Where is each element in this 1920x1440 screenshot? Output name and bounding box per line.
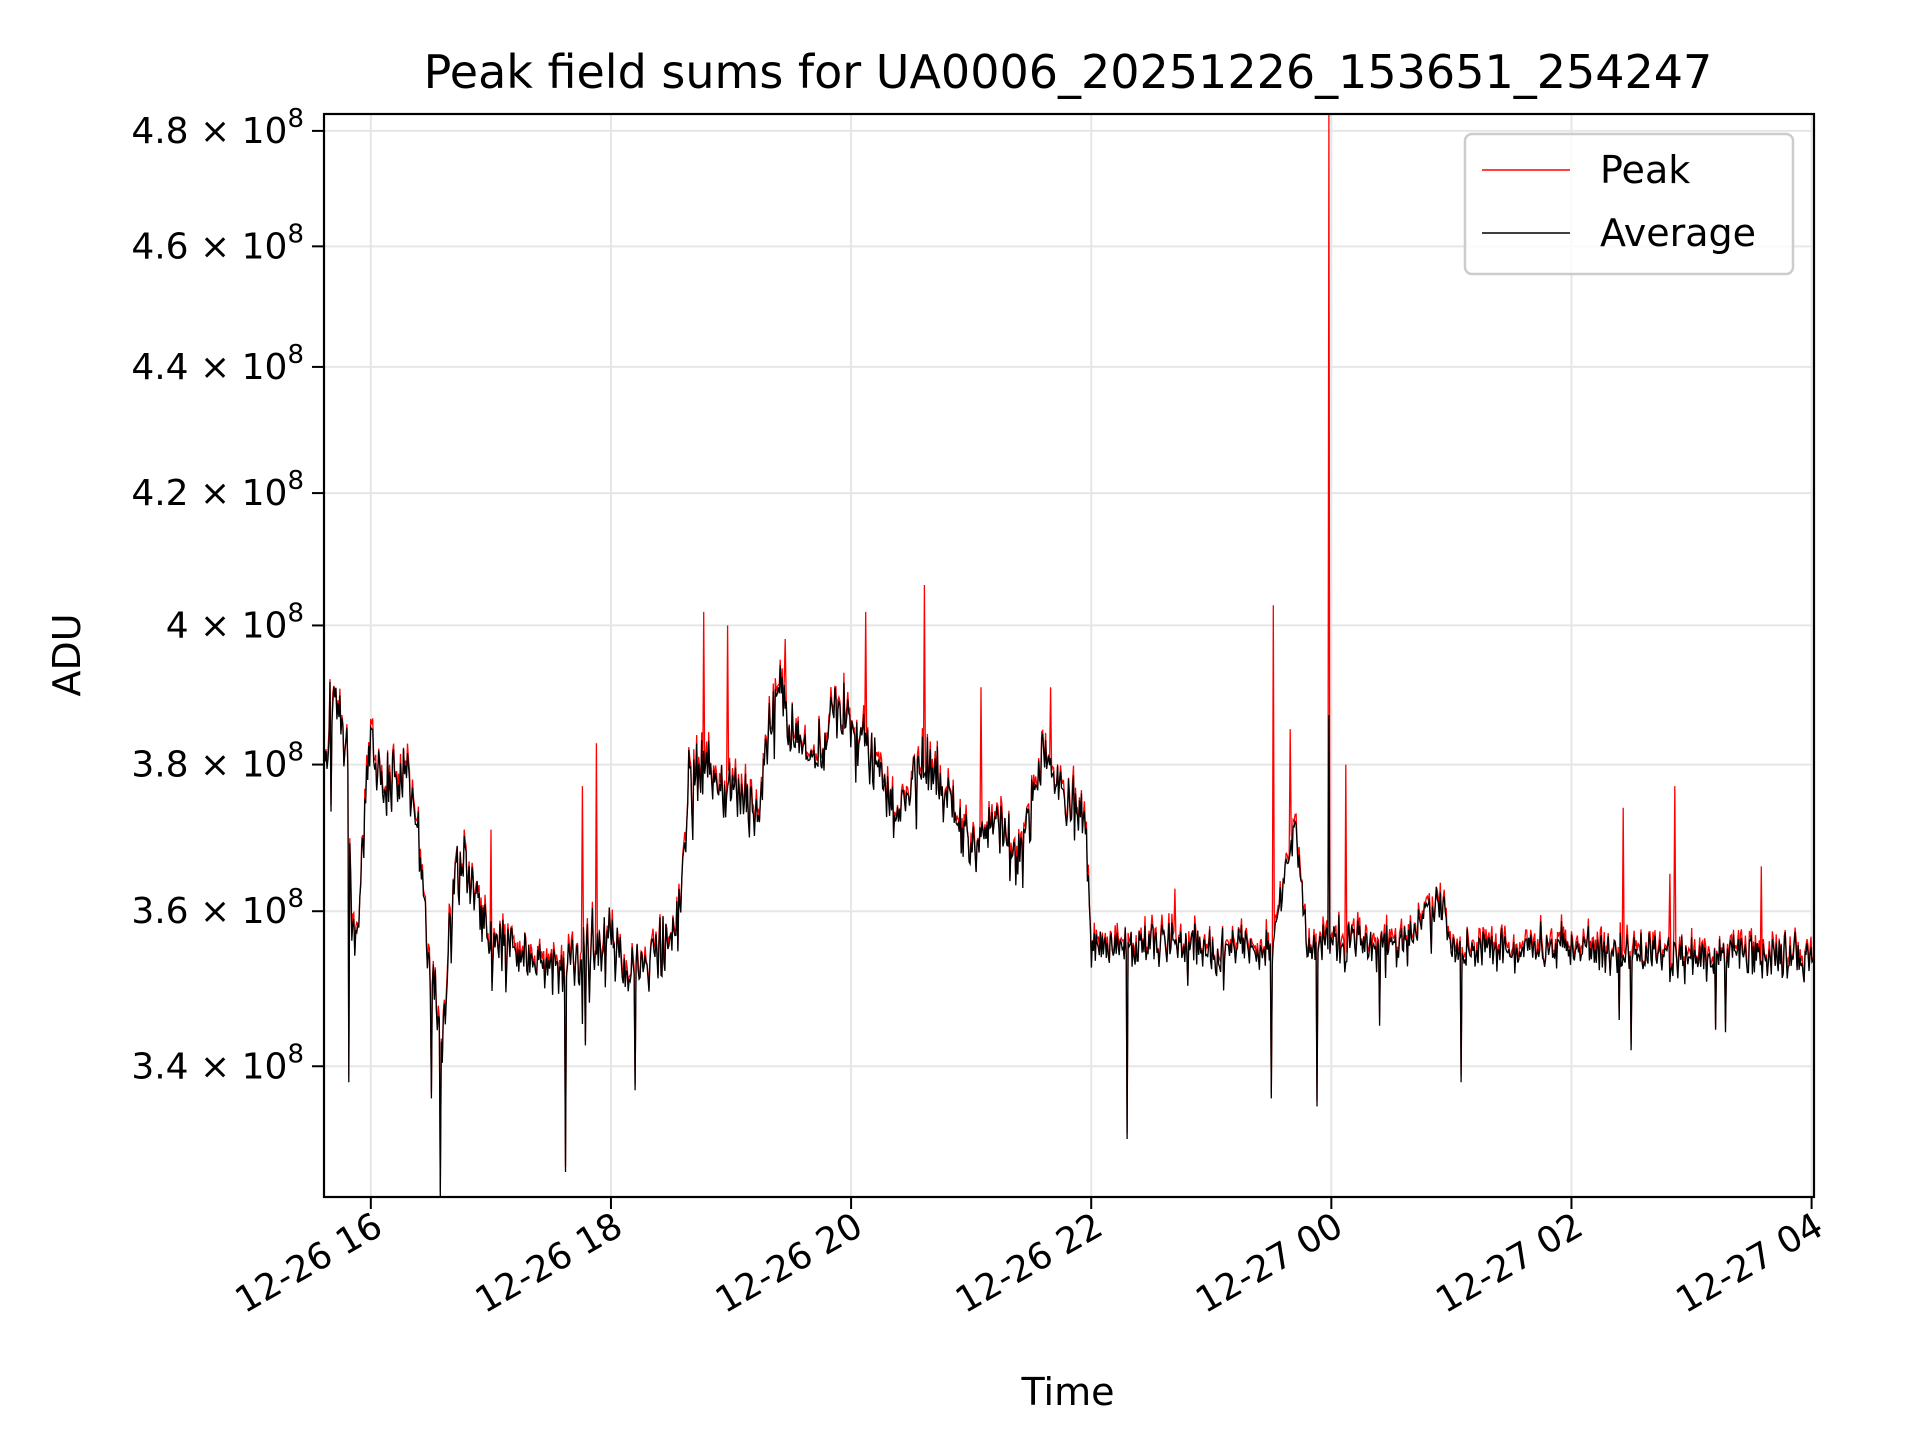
y-tick-label: 3.8 × 108 [131, 738, 304, 786]
y-tick-label: 4.2 × 108 [131, 466, 304, 514]
plot-frame [322, 112, 1816, 1199]
y-tick-label: 4.6 × 108 [131, 219, 304, 267]
y-tick-label: 4 × 108 [166, 598, 304, 646]
chart-title: Peak field sums for UA0006_20251226_1536… [424, 45, 1713, 99]
y-tick-label: 4.4 × 108 [131, 340, 304, 388]
legend-box [1463, 132, 1795, 276]
legend: Peak Average [1463, 132, 1795, 276]
legend-label-peak: Peak [1600, 148, 1690, 192]
x-axis-label: Time [1021, 1370, 1115, 1414]
grid-lines [324, 114, 1814, 1197]
y-axis-label: ADU [45, 613, 89, 696]
series-average-line [324, 665, 1814, 1197]
legend-label-average: Average [1600, 211, 1756, 255]
y-tick-label: 3.6 × 108 [131, 884, 304, 932]
y-tick-label: 4.8 × 108 [131, 104, 304, 152]
y-tick-label: 3.4 × 108 [131, 1039, 304, 1087]
y-axis: 3.4 × 108 3.6 × 108 3.8 × 108 4 × 108 4.2 × … [131, 104, 324, 1087]
